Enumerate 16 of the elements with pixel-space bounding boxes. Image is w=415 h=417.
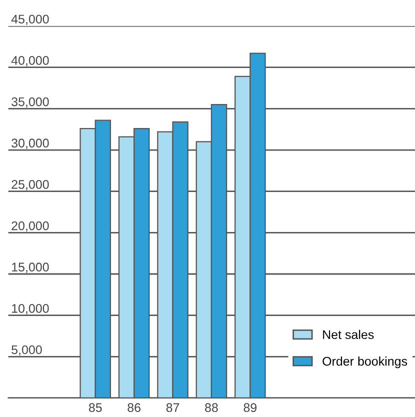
x-tick-label: 88 [205,403,218,412]
legend-label: Order bookings [322,356,408,368]
y-tick-label: 10,000 [12,304,49,314]
x-tick-label: 85 [88,403,102,412]
x-tick-label: 89 [244,403,257,412]
y-tick-label: 45,000 [11,14,49,26]
y-tick-label: 30,000 [12,138,49,150]
y-tick-label: 15,000 [12,262,49,274]
x-tick-label: 87 [166,403,180,412]
y-tick-label: 40,000 [11,56,49,66]
y-tick-label: 20,000 [12,221,49,232]
legend-label: Net sales [323,330,374,340]
y-tick-label: 25,000 [12,180,49,190]
x-tick-label: 86 [128,403,140,412]
y-tick-label: 5,000 [12,345,42,356]
y-tick-label: 35,000 [12,97,49,108]
